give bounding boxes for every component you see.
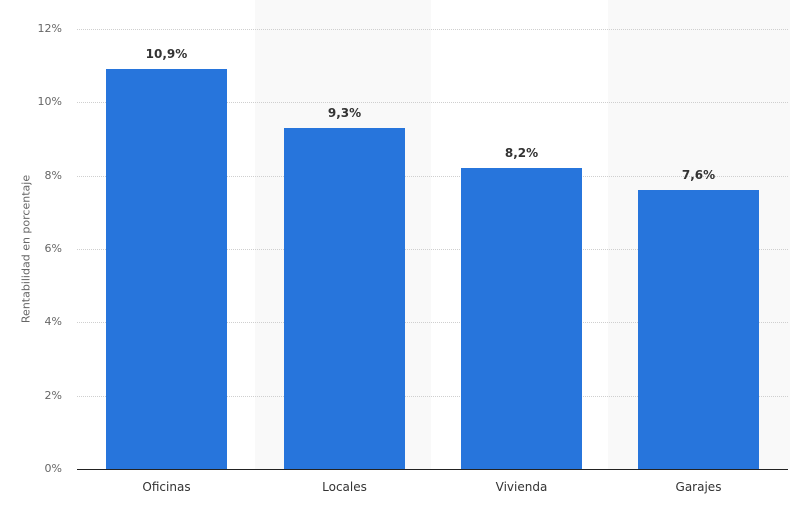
y-tick-label: 10%	[37, 95, 62, 109]
x-tick-label: Locales	[322, 480, 367, 494]
y-tick-label: 12%	[37, 22, 62, 35]
bar-garajes[interactable]	[638, 190, 759, 469]
bar-locales[interactable]	[284, 128, 405, 469]
x-tick-label: Oficinas	[142, 480, 191, 494]
y-axis-title: Rentabilidad en porcentaje	[19, 174, 33, 324]
value-label: 10,9%	[145, 47, 188, 62]
y-tick-label: 0%	[44, 462, 62, 475]
bar-vivienda[interactable]	[461, 168, 582, 469]
x-axis-line	[77, 469, 788, 470]
bar-oficinas[interactable]	[106, 69, 227, 469]
gridline	[77, 175, 788, 177]
y-tick-label: 8%	[44, 168, 62, 182]
value-label: 9,3%	[327, 106, 362, 120]
y-tick-label: 6%	[44, 242, 62, 255]
x-tick-label: Garajes	[675, 480, 722, 494]
value-label: 8,2%	[504, 146, 539, 161]
y-tick-label: 2%	[44, 388, 62, 402]
gridline	[77, 249, 788, 250]
x-tick-label: Vivienda	[495, 480, 548, 494]
y-tick-label: 4%	[44, 315, 62, 329]
value-label: 7,6%	[681, 168, 716, 183]
gridline	[77, 322, 788, 324]
gridline	[77, 102, 788, 104]
gridline	[77, 395, 788, 397]
gridline	[77, 29, 788, 30]
